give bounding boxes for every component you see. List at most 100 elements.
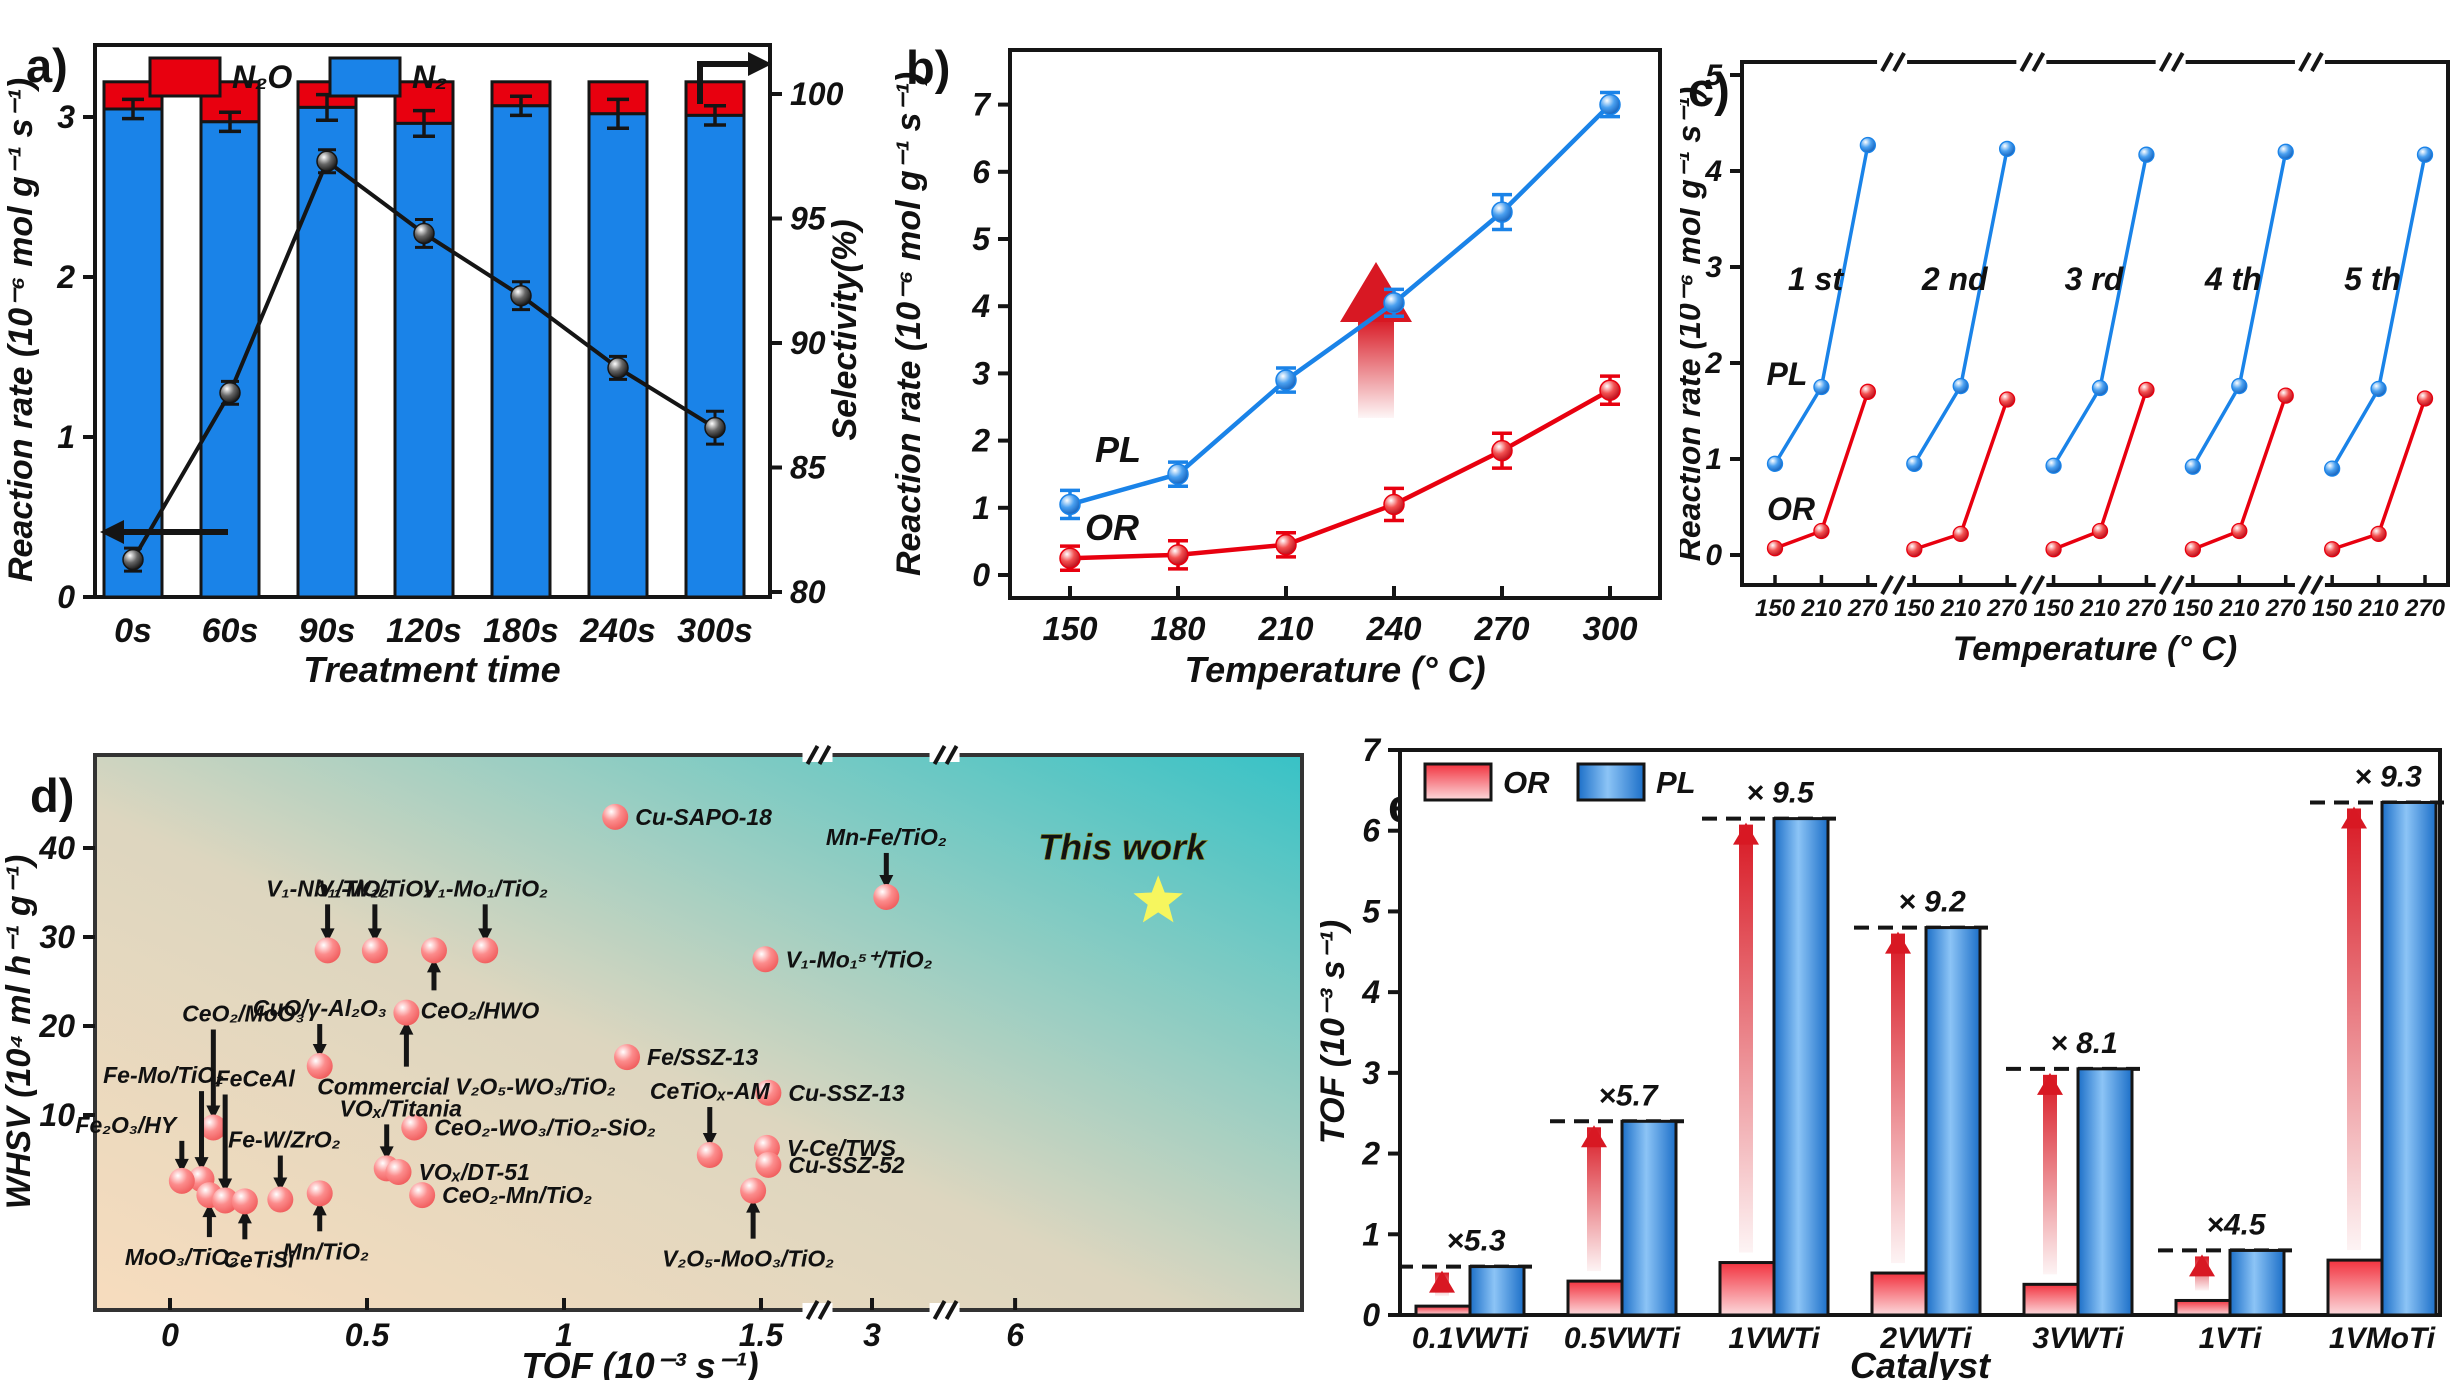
data-point-or	[1998, 391, 2016, 408]
bar-n2	[684, 113, 746, 599]
selectivity-point	[704, 416, 726, 439]
axis-tick-label: 150	[2173, 595, 2214, 622]
axis-tick-label: 2VWTi	[1879, 1322, 1972, 1355]
axis-tick-label: 1	[972, 490, 990, 526]
axis-tick-label: 6	[1362, 813, 1380, 849]
axis-tick-label: 150	[1042, 610, 1098, 647]
axis-title: WHSV (10⁴ ml h⁻¹ g⁻¹)	[0, 855, 38, 1210]
catalyst-label: Cu-SSZ-52	[788, 1152, 905, 1178]
legend-label: PL	[1656, 765, 1696, 800]
selectivity-point	[316, 150, 338, 172]
annotation-arrow-head-icon	[426, 958, 441, 973]
data-point-pl	[2184, 458, 2202, 475]
plot-frame	[1008, 48, 1662, 600]
axis-title: TOF (10⁻³ s⁻¹)	[1320, 920, 1352, 1144]
scatter-point	[212, 1187, 239, 1214]
data-point-pl	[1383, 292, 1405, 314]
data-point-pl	[2045, 457, 2062, 474]
scatter-point	[306, 1180, 333, 1207]
axis-tick-label: 2	[1361, 1136, 1380, 1172]
axis-tick-label: 95	[790, 201, 827, 237]
catalyst-label: FeCeAl	[216, 1065, 296, 1091]
axis-title: Temperature (° C)	[1953, 630, 2237, 668]
selectivity-point	[607, 357, 629, 379]
axis-break-slash	[2031, 52, 2046, 72]
annotation-arrow-head-icon	[879, 874, 894, 889]
data-point-or	[2184, 541, 2202, 558]
data-point-pl	[2091, 379, 2109, 397]
plot-frame	[93, 753, 1304, 1312]
axis-tick-label: 3	[57, 99, 75, 135]
catalyst-label: CeTiOₓ-AM	[650, 1078, 771, 1104]
scatter-point	[752, 946, 779, 973]
axis-tick-label: 5	[1362, 893, 1381, 929]
selectivity-point	[122, 548, 144, 571]
multiplier-label: × 9.3	[2354, 760, 2422, 793]
axis-tick-label: 180	[1150, 610, 1206, 647]
axis-break-slash	[944, 745, 959, 765]
axis-title: Temperature (° C)	[1184, 649, 1485, 690]
data-point-or	[2138, 381, 2155, 399]
series-line-pl	[1069, 103, 1612, 507]
annotation-arrow-head-icon	[399, 1020, 414, 1035]
gain-arrow-head-icon	[2189, 1254, 2215, 1277]
gain-arrow-shaft	[1891, 933, 1905, 1264]
axis-tick-label: 120s	[386, 612, 462, 650]
axis-tick-label: 6	[1006, 1317, 1024, 1353]
axis-break-slash	[1892, 52, 1906, 72]
data-point-pl	[1491, 201, 1513, 223]
axis-tick-label: 0	[57, 579, 75, 615]
annotation-arrow-head-icon	[478, 928, 493, 943]
right-axis-arrow-head-icon	[748, 52, 772, 76]
bar-or	[2174, 1298, 2232, 1317]
data-point-pl	[2138, 146, 2155, 163]
scatter-point	[231, 1188, 258, 1215]
axis-break-slash	[2158, 52, 2173, 72]
scatter-point	[267, 1186, 294, 1213]
data-point-pl	[1167, 463, 1189, 485]
axis-tick-label: 240s	[579, 612, 656, 650]
data-point-pl	[1952, 377, 1969, 395]
catalyst-label: VOₓ/Titania	[339, 1095, 462, 1121]
axis-break-slash	[2158, 575, 2173, 595]
data-point-or	[2323, 541, 2341, 558]
axis-tick-label: 300	[1582, 610, 1638, 647]
catalyst-label: V₂O₅-MoO₃/TiO₂	[662, 1246, 834, 1272]
catalyst-label: CeO₂/HWO	[421, 997, 540, 1023]
cycle-label: 4 th	[2204, 261, 2262, 297]
annotation-arrow-head-icon	[367, 928, 382, 943]
catalyst-label: V₁-Mo₁/TiO₂	[422, 875, 548, 901]
catalyst-label: Cu-SSZ-13	[788, 1080, 905, 1106]
annotation-arrow-head-icon	[174, 1158, 189, 1173]
axis-tick-label: 1VWTi	[1728, 1322, 1820, 1355]
axis-title: Reaction rate (10⁻⁶ mol g⁻¹ s⁻¹)	[890, 72, 928, 576]
axis-break-slash	[2298, 52, 2312, 72]
multiplier-label: × 9.2	[1898, 886, 1966, 919]
axis-tick-label: 3	[863, 1317, 881, 1353]
axis-tick-label: 7	[972, 87, 992, 123]
catalyst-label: CeO₂/MoO₃	[182, 1000, 305, 1026]
gain-arrow-shaft	[1739, 824, 1753, 1253]
scatter-point	[306, 1053, 333, 1080]
selectivity-point	[219, 382, 241, 404]
axis-tick-label: 4	[1361, 974, 1380, 1010]
axis-tick-label: 0.5	[345, 1317, 391, 1353]
bar-n2	[490, 104, 552, 599]
data-point-pl	[2416, 146, 2434, 163]
axis-break-slash	[805, 745, 820, 765]
catalyst-label: V₁-Nb₁/TiO₂	[266, 875, 389, 901]
catalyst-label: Mn-Fe/TiO₂	[826, 824, 947, 850]
annotation-arrow-head-icon	[379, 1146, 394, 1161]
axis-title: TOF (10⁻³ s⁻¹)	[521, 1345, 758, 1380]
data-point-pl	[1275, 369, 1297, 391]
highlight-arrow-shaft	[1358, 318, 1394, 418]
catalyst-label: Fe-Mo/TiO₂	[103, 1062, 224, 1088]
panel-e-chart: 0 1 2 3 4 5 6 7 ×5.3 0.1VWTi ×5.7 0.5VWTi × 9.5 1VWTi…	[1320, 732, 2444, 1380]
bar-pl	[1620, 1119, 1678, 1317]
data-point-or	[2045, 541, 2062, 558]
data-point-pl	[2277, 143, 2294, 160]
axis-tick-label: 1VTi	[2199, 1322, 2262, 1355]
series-label-pl: PL	[1767, 356, 1808, 392]
bar-pl	[1468, 1265, 1526, 1317]
gain-arrow-head-icon	[1581, 1125, 1607, 1148]
